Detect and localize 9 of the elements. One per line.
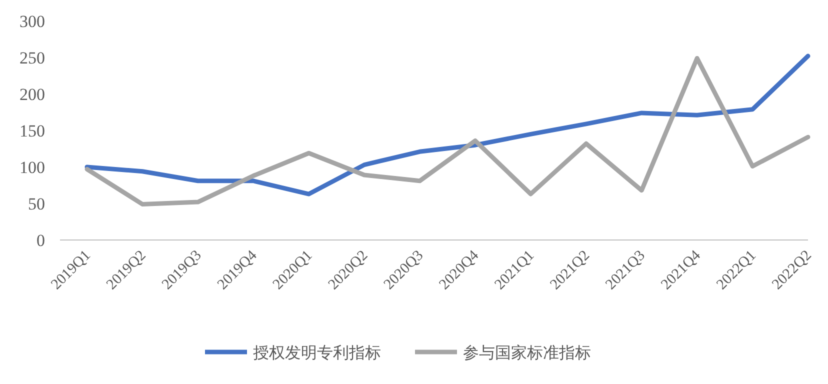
y-tick-label: 0	[36, 231, 45, 250]
y-tick-label: 250	[20, 48, 45, 68]
legend-label: 授权发明专利指标	[253, 344, 381, 362]
y-tick-label: 150	[20, 122, 45, 140]
y-tick-label: 300	[20, 12, 45, 31]
y-tick-label: 50	[28, 194, 45, 214]
y-tick-label: 200	[20, 85, 45, 104]
y-tick-label: 100	[20, 158, 45, 177]
legend-label: 参与国家标准指标	[463, 344, 591, 362]
